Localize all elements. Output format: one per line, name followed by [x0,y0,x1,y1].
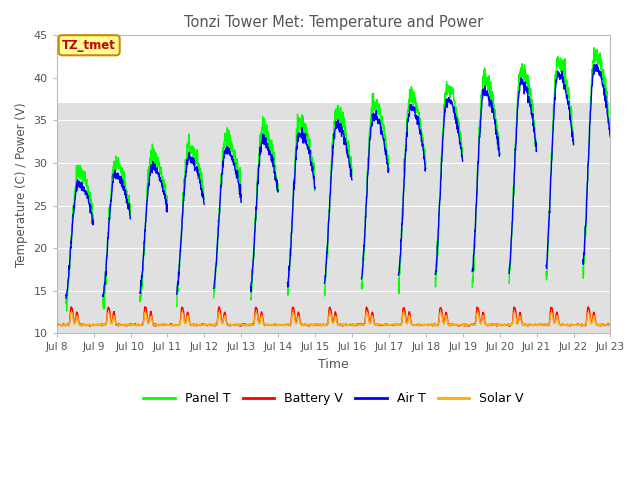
Y-axis label: Temperature (C) / Power (V): Temperature (C) / Power (V) [15,102,28,267]
Title: Tonzi Tower Met: Temperature and Power: Tonzi Tower Met: Temperature and Power [184,15,483,30]
Text: TZ_tmet: TZ_tmet [62,39,116,52]
Bar [57,104,611,334]
X-axis label: Time: Time [318,358,349,371]
Legend: Panel T, Battery V, Air T, Solar V: Panel T, Battery V, Air T, Solar V [138,387,529,410]
